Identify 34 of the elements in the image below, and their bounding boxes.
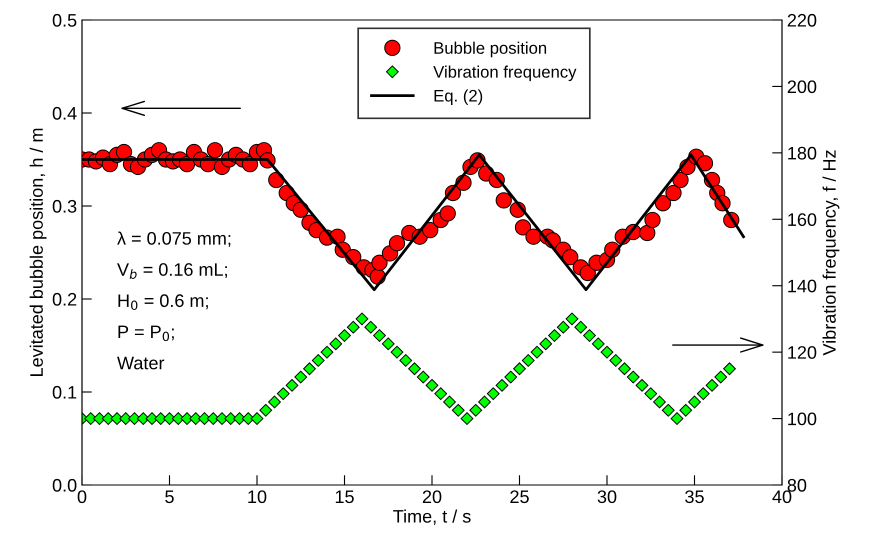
x-axis-title: Time, t / s: [393, 509, 471, 525]
x-tick-label: 20: [422, 490, 442, 504]
annotation: P = P$_{0}$;: [118, 326, 174, 342]
y2-tick-label: 220: [788, 14, 816, 27]
annotation: V$_{b}$ = 0.16 mL;: [117, 263, 227, 279]
legend-label: Vibration frequency: [433, 66, 576, 82]
y2-axis-title: Vibration frequency, f / Hz: [822, 150, 840, 356]
y2-tick-label: 120: [788, 346, 816, 359]
x-tick-label: 10: [248, 490, 266, 504]
x-tick-label: 30: [598, 490, 616, 504]
y-tick-label: 0.0: [52, 478, 76, 492]
y-tick-label: 0.1: [52, 386, 76, 399]
y2-tick-label: 160: [788, 213, 816, 226]
x-tick-label: 40: [772, 490, 792, 504]
y-tick-label: 0.5: [52, 14, 76, 27]
legend-label: Bubble position: [434, 42, 546, 58]
legend-label: Eq. (2): [434, 89, 482, 105]
y-tick-label: 0.2: [52, 292, 76, 306]
y-tick-label: 0.4: [52, 106, 77, 120]
annotation: λ = 0.075 mm;: [117, 232, 230, 247]
y2-tick-label: 80: [788, 478, 806, 492]
y2-tick-label: 100: [788, 412, 816, 426]
x-tick-label: 15: [336, 490, 354, 504]
x-tick-label: 5: [165, 490, 174, 504]
x-tick-label: 25: [510, 490, 529, 504]
y-tick-label: 0.3: [52, 200, 76, 213]
x-tick-label: 35: [685, 490, 704, 504]
y-axis-title: Levitated bubble position, h / m: [30, 128, 46, 376]
y2-tick-label: 200: [788, 80, 816, 94]
annotation: H$_{0}$ = 0.6 m;: [118, 294, 208, 310]
annotation: Water: [117, 356, 164, 370]
x-tick-label: 0: [78, 490, 86, 504]
y2-tick-label: 180: [788, 146, 816, 160]
y2-tick-label: 140: [788, 280, 816, 292]
